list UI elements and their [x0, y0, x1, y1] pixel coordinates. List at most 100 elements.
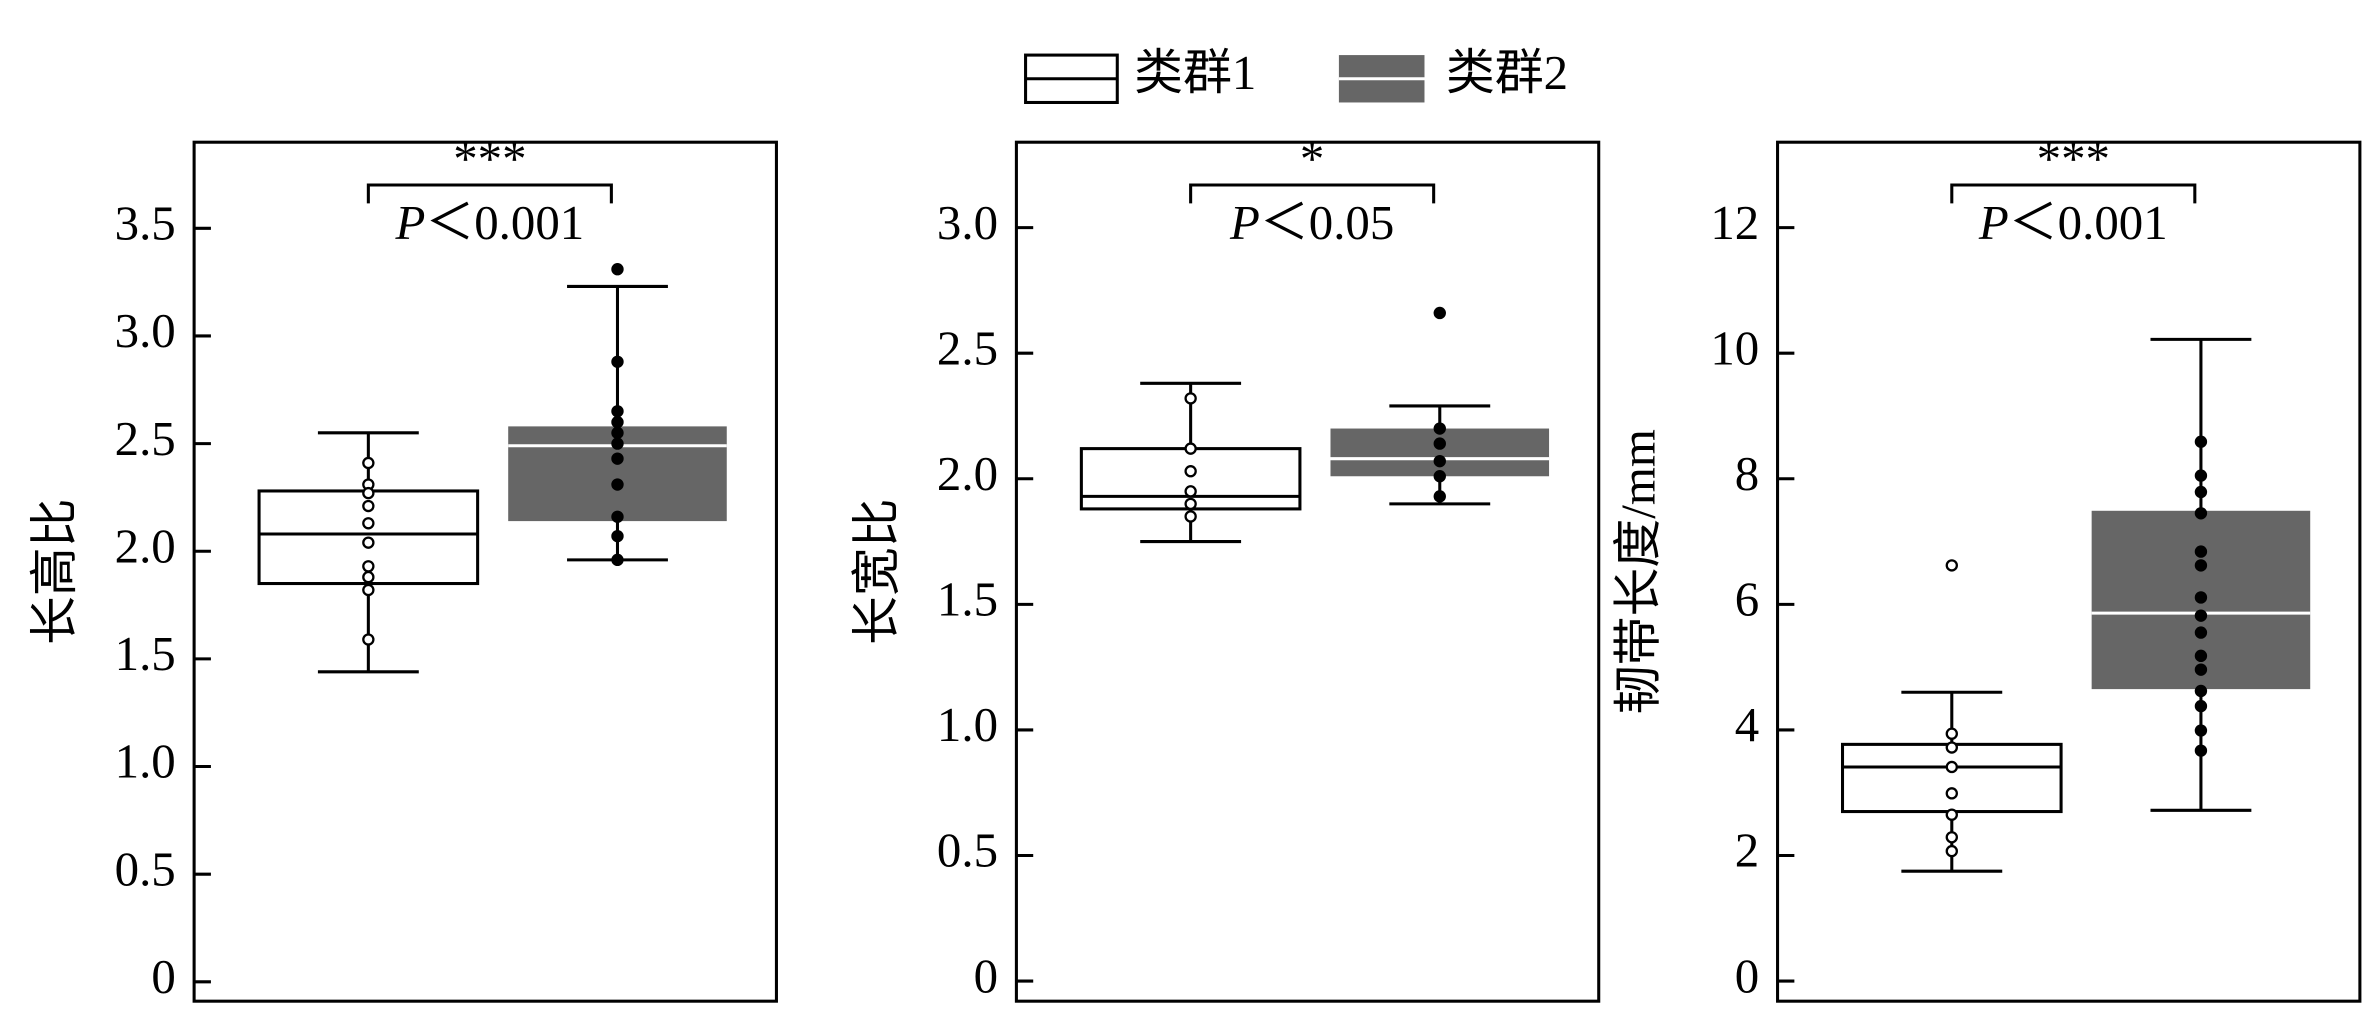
data-point	[1433, 454, 1446, 468]
y-tick-label: 3.5	[115, 196, 176, 251]
data-point	[1184, 442, 1197, 455]
box	[1840, 742, 2063, 814]
data-point	[2194, 724, 2208, 737]
y-tick-label: 2.5	[115, 411, 176, 466]
y-tick-label: 0	[1735, 948, 1759, 1003]
data-point	[1433, 470, 1446, 483]
plot-frame	[1776, 140, 2362, 1003]
data-point	[611, 355, 624, 368]
data-point	[611, 478, 624, 491]
p-symbol: P	[1978, 195, 2009, 250]
y-tick-label: 2.0	[115, 518, 176, 573]
y-tick-label: 10	[1710, 320, 1759, 375]
p-value-text: ＜0.05	[1260, 195, 1394, 250]
y-tick-label: 2.5	[937, 320, 998, 375]
y-tick-label: 0.5	[937, 823, 998, 878]
data-point	[611, 426, 624, 440]
p-value: P＜0.05	[1229, 195, 1394, 250]
data-point	[362, 486, 375, 500]
data-point	[1945, 727, 1958, 740]
data-point	[2194, 609, 2208, 622]
data-point	[2194, 591, 2208, 604]
data-point	[2194, 545, 2208, 558]
data-point	[362, 633, 375, 646]
significance-bracket	[1950, 183, 2197, 204]
data-point	[1945, 831, 1958, 844]
y-tick-label: 2.0	[937, 446, 998, 501]
data-point	[2194, 684, 2208, 698]
data-point	[1184, 497, 1197, 511]
data-point	[1184, 392, 1197, 405]
data-point	[1945, 844, 1958, 858]
data-point	[1433, 422, 1446, 435]
legend-label: 类群2	[1446, 45, 1568, 100]
y-tick-label: 3.0	[937, 195, 998, 250]
y-tick-label: 1.5	[115, 626, 176, 681]
y-tick-label: 1.5	[937, 572, 998, 627]
y-tick-label: 12	[1710, 195, 1759, 250]
data-point	[1433, 437, 1446, 450]
data-point	[611, 405, 624, 418]
data-point	[2194, 626, 2208, 639]
data-point	[2194, 507, 2208, 520]
data-point	[1184, 485, 1197, 498]
data-point	[1184, 465, 1197, 478]
y-tick-label: 0.5	[115, 841, 176, 896]
y-tick-label: 1.0	[115, 734, 176, 789]
data-point	[1433, 490, 1446, 503]
data-point	[362, 560, 375, 573]
data-point	[362, 517, 375, 530]
p-value: P＜0.001	[394, 195, 584, 250]
y-axis-label: 韧带长度/mm	[1610, 429, 1665, 714]
plot-frame	[192, 140, 778, 1003]
data-point	[2194, 485, 2208, 499]
data-point	[611, 452, 624, 465]
data-point	[611, 553, 624, 567]
significance-bracket	[1189, 183, 1436, 204]
data-point	[362, 456, 375, 470]
outlier	[1433, 306, 1446, 320]
y-tick-label: 3.0	[115, 303, 176, 358]
data-point	[1945, 787, 1958, 800]
data-point	[2194, 744, 2208, 757]
data-point	[1945, 741, 1958, 754]
significance-bracket	[366, 183, 613, 204]
p-symbol: P	[394, 195, 425, 250]
data-point	[611, 437, 624, 450]
y-tick-label: 4	[1735, 697, 1759, 752]
y-tick-label: 6	[1735, 572, 1759, 627]
data-point	[1945, 808, 1958, 821]
data-point	[2194, 663, 2208, 676]
data-point	[2194, 649, 2208, 663]
significance-stars: ***	[2037, 131, 2110, 186]
data-point	[2194, 699, 2208, 713]
outlier	[611, 263, 624, 276]
data-point	[2194, 469, 2208, 482]
data-point	[611, 529, 624, 543]
data-point	[611, 415, 624, 429]
data-point	[362, 570, 375, 584]
data-point	[2194, 435, 2208, 448]
data-point	[2194, 559, 2208, 572]
y-axis-label: 长宽比	[849, 498, 904, 645]
data-point	[1945, 760, 1958, 774]
outlier	[1945, 559, 1958, 572]
box	[1330, 428, 1550, 477]
data-point	[362, 536, 375, 549]
y-tick-label: 0	[151, 949, 175, 1004]
legend-label: 类群1	[1134, 45, 1256, 100]
p-symbol: P	[1229, 195, 1260, 250]
y-axis-label: 长高比	[27, 498, 82, 645]
y-tick-label: 8	[1735, 446, 1759, 501]
y-tick-label: 0	[974, 948, 998, 1003]
p-value-text: ＜0.001	[425, 195, 584, 250]
p-value-text: ＜0.001	[2009, 195, 2168, 250]
significance-stars: *	[1300, 131, 1324, 186]
y-tick-label: 2	[1735, 823, 1759, 878]
data-point	[362, 499, 375, 513]
data-point	[611, 510, 624, 523]
y-tick-label: 1.0	[937, 697, 998, 752]
plot-frame	[1014, 140, 1601, 1003]
